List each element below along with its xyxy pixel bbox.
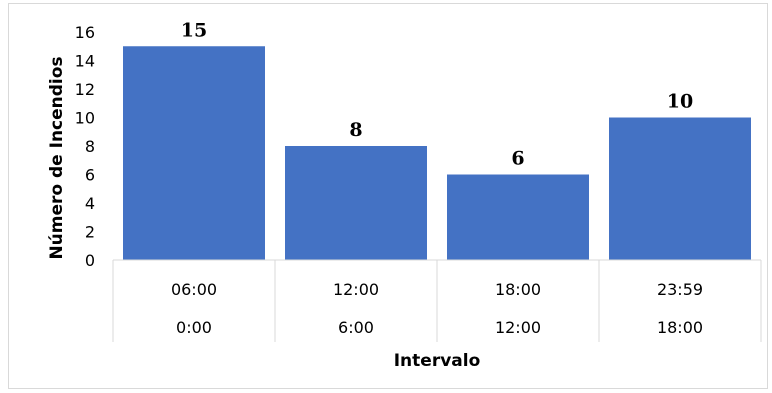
bar [447,174,589,260]
y-axis: 0 2 4 6 8 10 12 14 16 [75,23,95,270]
category-label-upper: 06:00 [171,280,217,299]
y-tick-label: 14 [75,52,95,71]
y-tick-label: 4 [85,194,95,213]
data-label: 8 [349,119,362,141]
y-axis-title: Número de Incendios [47,56,67,259]
category-table: 06:00 0:00 12:00 6:00 18:00 12:00 23:59 18:00 [112,259,762,342]
y-tick-label: 2 [85,223,95,242]
y-tick-label: 16 [75,23,95,42]
category-label-lower: 12:00 [495,318,541,337]
category-label-upper: 23:59 [657,280,703,299]
y-tick-label: 0 [85,251,95,270]
y-tick-label: 10 [75,109,95,128]
category-label-lower: 6:00 [338,318,374,337]
category-label-upper: 18:00 [495,280,541,299]
category-label-lower: 0:00 [176,318,212,337]
bars [123,46,751,260]
data-label: 6 [511,148,524,170]
data-labels: 15 8 6 10 [181,19,693,169]
data-label: 15 [181,19,207,41]
y-tick-label: 8 [85,137,95,156]
x-axis-title: Intervalo [394,351,481,371]
category-label-upper: 12:00 [333,280,379,299]
y-tick-label: 12 [75,80,95,99]
chart-frame: 0 2 4 6 8 10 12 14 16 15 8 6 10 06:00 0:00 12:00 6:00 1… [8,3,768,389]
bar-chart: 0 2 4 6 8 10 12 14 16 15 8 6 10 06:00 0:00 12:00 6:00 1… [47,19,762,371]
category-label-lower: 18:00 [657,318,703,337]
bar [609,117,751,260]
bar [285,146,427,260]
bar [123,46,265,260]
y-tick-label: 6 [85,166,95,185]
data-label: 10 [667,91,693,113]
